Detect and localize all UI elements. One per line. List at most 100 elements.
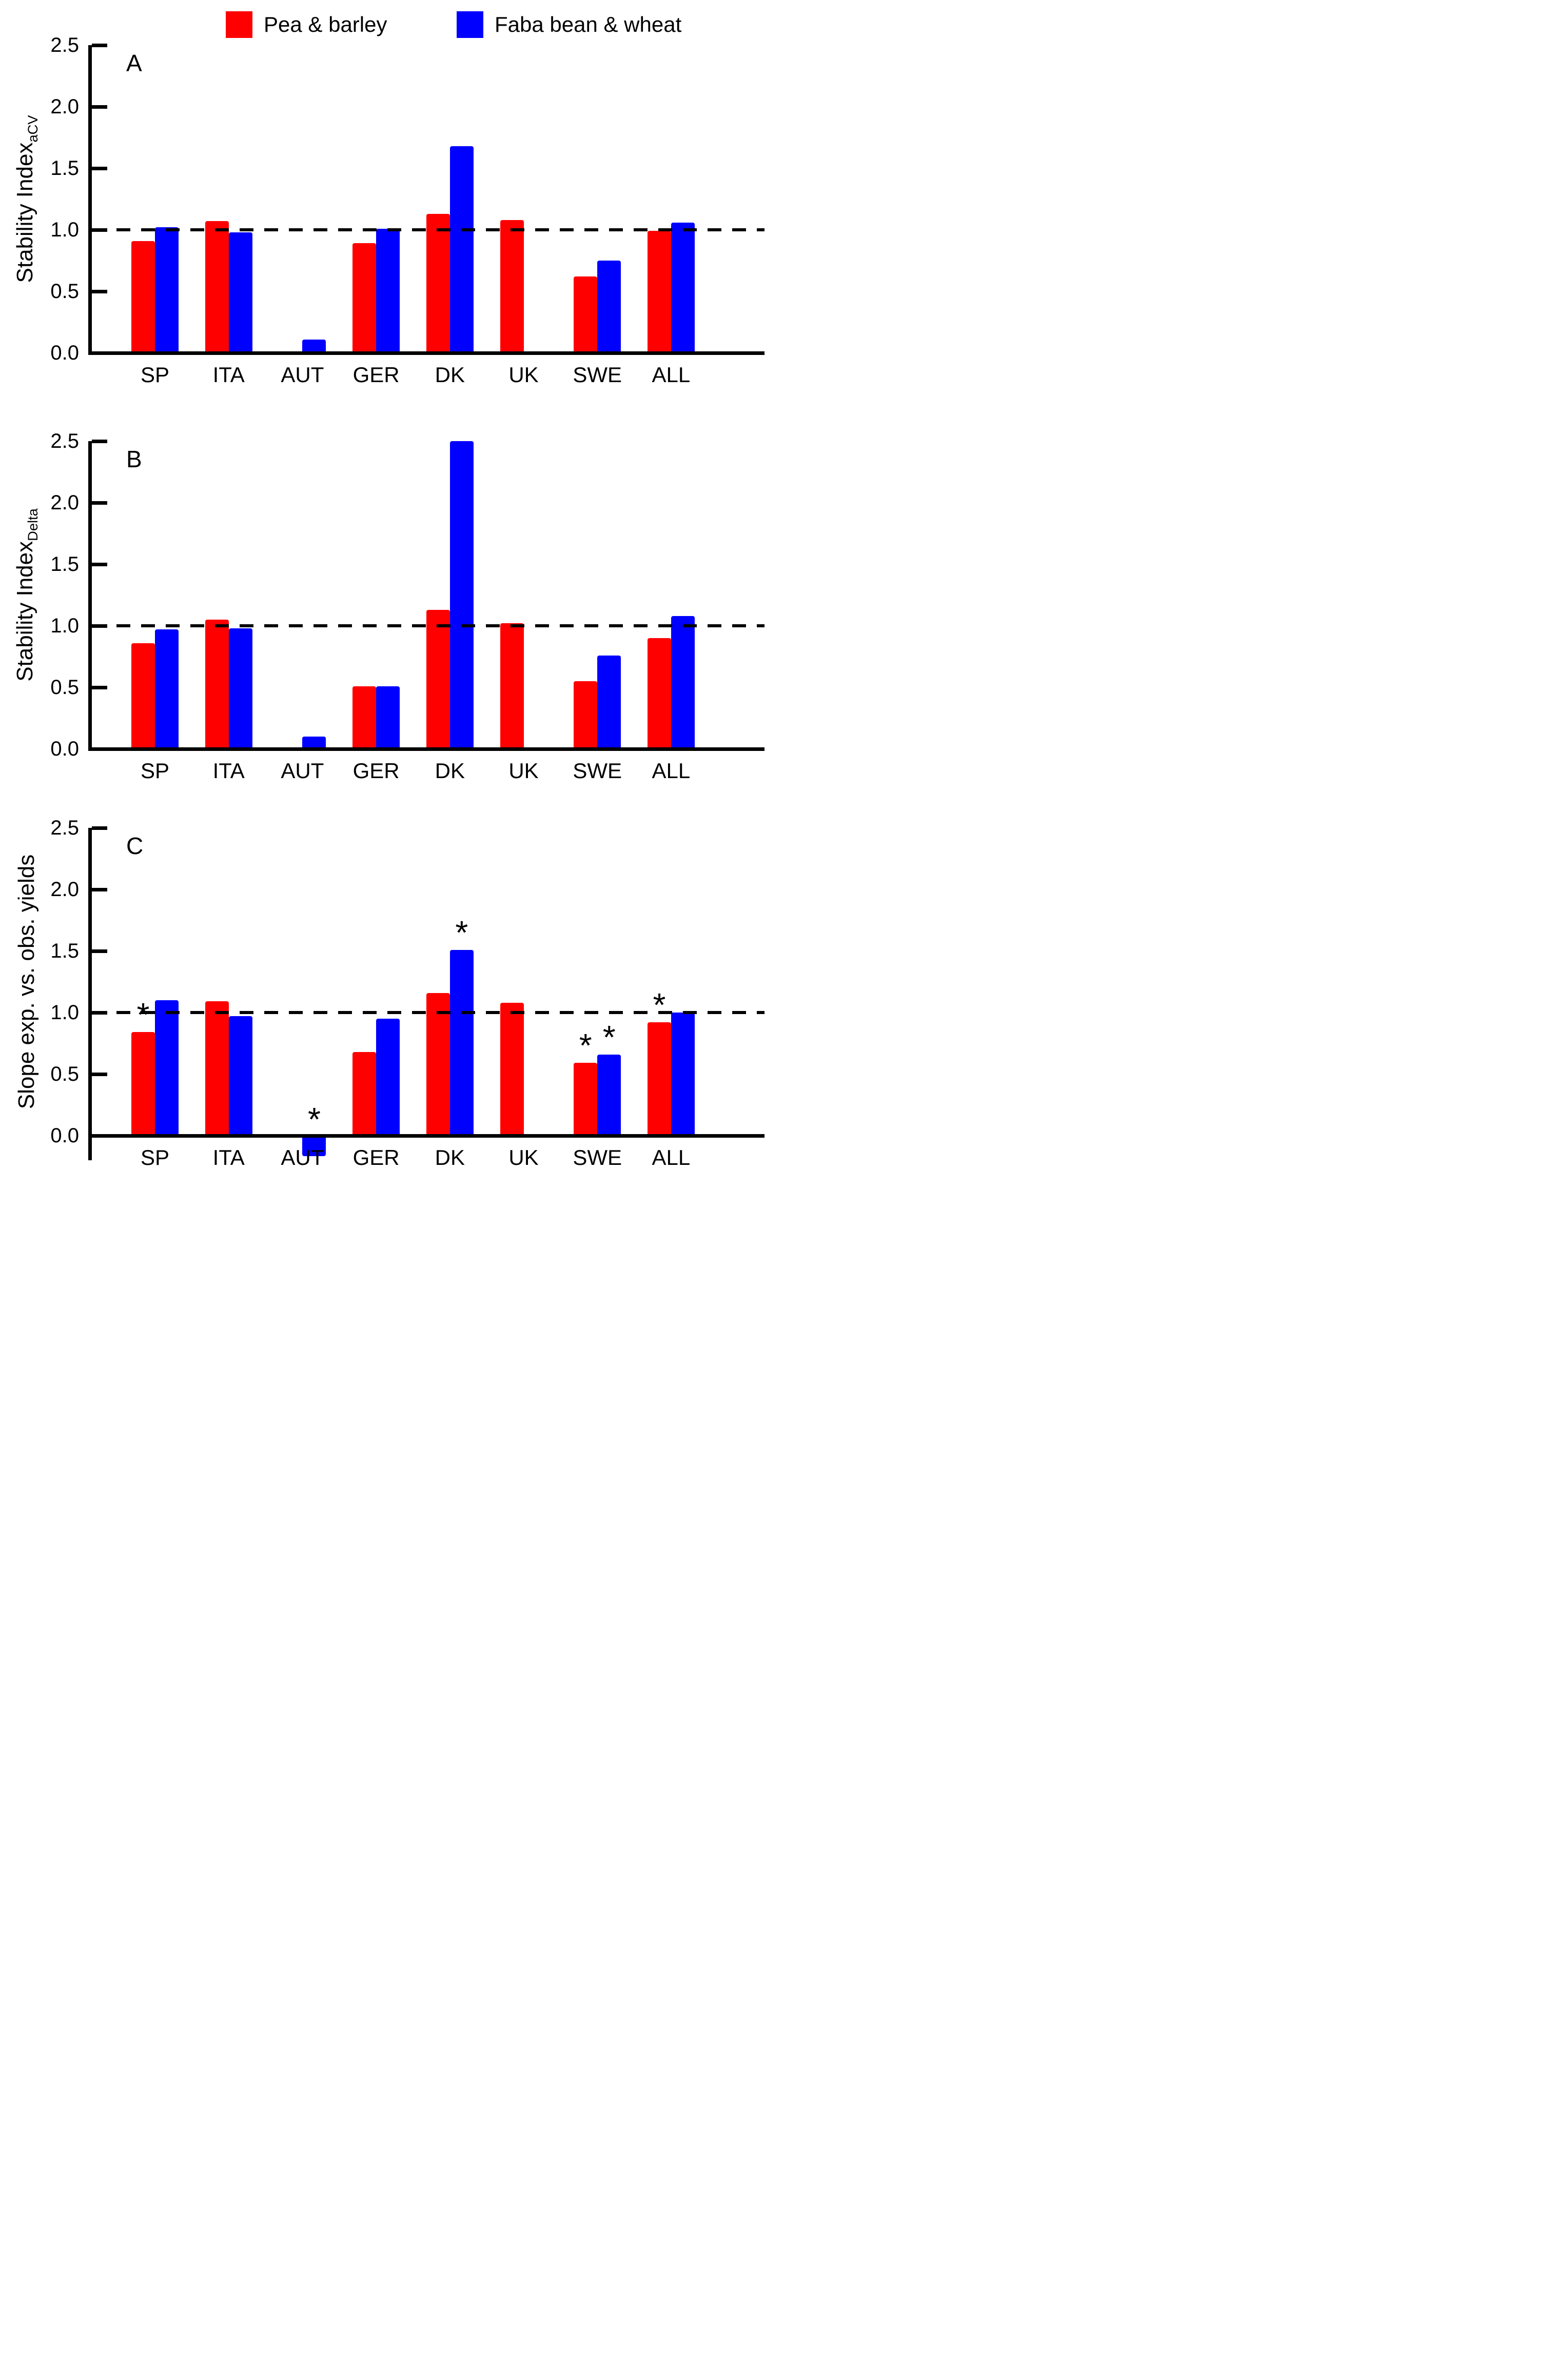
y-tick-a-0.0 <box>92 351 107 355</box>
x-category-label-b-sp: SP <box>140 759 170 783</box>
y-tick-label-c-2.0: 2.0 <box>50 878 79 901</box>
bar-b-swe-blue <box>597 655 621 749</box>
bar-a-dk-red <box>426 213 450 353</box>
panel-label-b: B <box>126 446 142 472</box>
bar-c-uk-red <box>500 1002 524 1136</box>
significance-star-c-all: * <box>653 986 666 1024</box>
y-tick-label-b-1.5: 1.5 <box>50 553 79 576</box>
x-category-label-b-all: ALL <box>652 759 691 783</box>
x-category-label-c-sp: SP <box>140 1145 170 1169</box>
legend-label-faba-wheat: Faba bean & wheat <box>495 12 682 36</box>
x-category-label-a-aut: AUT <box>281 363 324 387</box>
bar-c-dk-blue <box>449 949 474 1136</box>
x-category-label-b-uk: UK <box>508 759 539 783</box>
panel-label-a: A <box>126 50 142 76</box>
significance-star-c-dk: * <box>455 914 468 951</box>
y-tick-c-2.0 <box>92 888 107 891</box>
y-tick-label-b-2.5: 2.5 <box>50 430 79 452</box>
y-tick-label-a-0.0: 0.0 <box>50 342 79 364</box>
y-axis-title-c: Slope exp. vs. obs. yields <box>14 854 39 1109</box>
bar-b-dk-blue <box>449 441 474 749</box>
x-category-label-b-dk: DK <box>435 759 465 783</box>
x-category-label-c-uk: UK <box>508 1145 539 1169</box>
y-tick-label-c-2.5: 2.5 <box>50 817 79 839</box>
bar-a-sp-blue <box>155 227 179 353</box>
bar-a-ger-red <box>352 243 377 353</box>
y-tick-label-c-0.5: 0.5 <box>50 1063 79 1085</box>
x-category-label-a-swe: SWE <box>573 363 622 387</box>
y-tick-a-0.5 <box>92 290 107 293</box>
bar-a-all-red <box>647 231 671 353</box>
y-tick-a-2.5 <box>92 44 107 47</box>
bar-b-all-blue <box>671 616 695 749</box>
y-tick-a-1.5 <box>92 167 107 170</box>
bar-b-all-red <box>647 638 671 749</box>
bar-c-all-blue <box>671 1013 695 1136</box>
bar-b-sp-blue <box>155 629 179 749</box>
y-tick-label-b-2.0: 2.0 <box>50 491 79 514</box>
y-tick-b-2.0 <box>92 501 107 505</box>
x-category-label-a-all: ALL <box>652 363 691 387</box>
y-axis-title-b: Stability IndexDelta <box>12 508 41 682</box>
bar-b-ger-red <box>352 686 377 749</box>
x-category-label-a-ita: ITA <box>212 363 245 387</box>
x-category-label-b-ger: GER <box>352 759 400 783</box>
bar-a-ita-red <box>205 221 229 353</box>
x-category-label-c-dk: DK <box>435 1145 465 1169</box>
y-tick-b-1.5 <box>92 563 107 566</box>
bar-b-ger-blue <box>376 686 400 749</box>
bar-c-ger-blue <box>376 1019 400 1136</box>
x-category-label-b-swe: SWE <box>573 759 622 783</box>
y-tick-c-0.0 <box>92 1134 107 1138</box>
panel-label-c: C <box>126 832 144 859</box>
bar-b-ita-red <box>205 620 229 749</box>
reference-line-b <box>92 624 765 627</box>
x-axis-b <box>88 747 765 751</box>
y-tick-c-2.5 <box>92 826 107 830</box>
y-tick-b-2.5 <box>92 440 107 443</box>
y-tick-c-1.5 <box>92 949 107 953</box>
bar-c-sp-blue <box>155 1000 179 1136</box>
three-panel-bar-figure: Pea & barley Faba bean & wheat 0.0 0.5 1.0… <box>0 0 784 1190</box>
bar-c-swe-red <box>574 1063 598 1136</box>
y-tick-a-1.0 <box>92 228 107 232</box>
bar-b-ita-blue <box>228 628 252 749</box>
y-axis-a <box>88 45 92 353</box>
bar-a-aut-blue <box>302 339 326 353</box>
x-category-label-c-aut: AUT <box>281 1145 324 1169</box>
x-category-label-b-aut: AUT <box>281 759 324 783</box>
bar-c-ita-blue <box>228 1016 252 1136</box>
x-category-label-a-dk: DK <box>435 363 465 387</box>
y-tick-b-1.0 <box>92 624 107 628</box>
y-tick-label-a-1.5: 1.5 <box>50 157 79 180</box>
x-category-label-a-uk: UK <box>508 363 539 387</box>
bar-a-dk-blue <box>449 146 474 353</box>
reference-line-c <box>92 1011 765 1014</box>
bar-a-ger-blue <box>376 228 400 353</box>
x-category-label-c-ita: ITA <box>212 1145 245 1169</box>
x-category-label-b-ita: ITA <box>212 759 245 783</box>
bar-c-swe-blue <box>597 1054 621 1136</box>
legend-label-pea-barley: Pea & barley <box>264 12 387 36</box>
y-tick-label-b-0.0: 0.0 <box>50 738 79 760</box>
y-axis-title-subscript-a: aCV <box>24 115 41 143</box>
y-tick-label-c-1.5: 1.5 <box>50 940 79 962</box>
bar-a-uk-red <box>500 220 524 353</box>
bar-b-aut-blue <box>302 737 326 749</box>
x-category-label-c-all: ALL <box>652 1145 691 1169</box>
significance-star-c-sp: * <box>136 996 150 1034</box>
bar-c-ger-red <box>352 1052 377 1136</box>
significance-star-c-swe: * <box>579 1027 592 1064</box>
bar-a-sp-red <box>131 241 155 353</box>
reference-line-a <box>92 228 765 231</box>
y-axis-c <box>88 828 92 1160</box>
bar-a-swe-red <box>574 276 598 353</box>
bar-b-swe-red <box>574 681 598 749</box>
y-tick-b-0.5 <box>92 686 107 689</box>
bar-c-aut-blue <box>302 1138 326 1156</box>
bar-c-sp-red <box>131 1032 155 1136</box>
y-tick-c-1.0 <box>92 1011 107 1015</box>
x-category-label-c-ger: GER <box>352 1145 400 1169</box>
legend-swatch-pea-barley <box>226 11 252 38</box>
y-tick-c-0.5 <box>92 1073 107 1076</box>
